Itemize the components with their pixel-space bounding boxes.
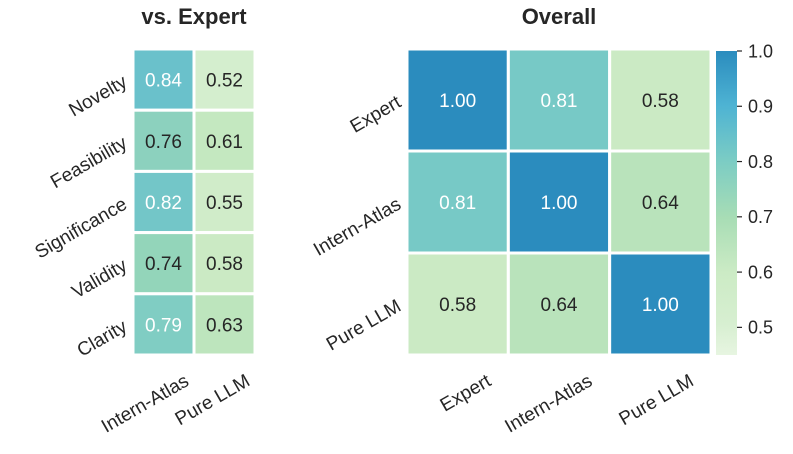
heatmap-cell	[192, 108, 257, 173]
cell-value-label: 0.76	[145, 132, 182, 153]
col-tick-label: Intern-Atlas	[502, 371, 597, 438]
row-tick-label: Pure LLM	[323, 296, 405, 355]
cell-value-label: 0.55	[206, 193, 243, 214]
colorbar-tick-label: 0.9	[748, 97, 773, 117]
cell-value-label: 0.58	[642, 91, 679, 112]
heatmap-cell	[192, 292, 257, 357]
colorbar: 0.5 0.6 0.7 0.8 0.9 1.0	[716, 41, 773, 355]
heatmap-vs-expert: vs. Expert 0.84 0.520.76 0.610.82 0.550.74 0…	[32, 4, 257, 438]
heatmap-cell	[506, 149, 612, 255]
heatmap-cell	[608, 149, 713, 255]
heatmap-cell	[131, 292, 196, 357]
heatmap-cell	[506, 251, 612, 357]
row-tick-label: Clarity	[74, 316, 132, 361]
heatmap-overall: Overall 1.00 0.81 0.58 0.81 1.00 0.64 0.58 0.64…	[310, 4, 713, 437]
cell-value-label: 0.81	[541, 91, 578, 112]
colorbar-tick-label: 1.0	[748, 41, 773, 61]
cell-value-label: 1.00	[541, 193, 578, 214]
cell-value-label: 0.74	[145, 254, 182, 275]
row-tick-label: Significance	[32, 194, 131, 263]
left-cells: 0.84 0.52 0.76 0.61 0.82 0.55 0.74 0.58 0.79 0.63	[131, 47, 257, 357]
heatmap-cell	[608, 251, 713, 357]
cell-value-label: 0.82	[145, 193, 182, 214]
col-tick-label: Intern-Atlas	[98, 371, 193, 438]
colorbar-ticks: 0.5 0.6 0.7 0.8 0.9 1.0	[737, 41, 773, 338]
heatmap-cell	[192, 231, 257, 296]
heatmap-cell	[405, 251, 510, 357]
right-col-labels: Expert Intern-Atlas Pure LLM	[437, 370, 698, 437]
cell-value-label: 0.64	[642, 193, 679, 214]
cell-value-label: 0.61	[206, 132, 243, 153]
cell-value-label: 1.00	[642, 295, 679, 316]
right-cells: 1.00 0.81 0.58 0.81 1.00 0.64 0.58 0.64 1.00	[405, 47, 713, 357]
colorbar-gradient	[716, 51, 737, 355]
cell-value-label: 1.00	[439, 91, 476, 112]
title-overall: Overall	[522, 4, 597, 29]
colorbar-tick-label: 0.5	[748, 318, 773, 338]
cell-value-label: 0.79	[145, 315, 182, 336]
row-tick-label: Validity	[68, 255, 131, 303]
col-tick-label: Pure LLM	[616, 371, 698, 430]
title-vs-expert: vs. Expert	[141, 4, 247, 29]
cell-value-label: 0.58	[439, 295, 476, 316]
cell-value-label: 0.63	[206, 315, 243, 336]
cell-value-label: 0.64	[541, 295, 578, 316]
row-tick-label: Expert	[347, 92, 406, 138]
cell-value-label: 0.58	[206, 254, 243, 275]
col-tick-label: Expert	[437, 370, 496, 416]
colorbar-tick-label: 0.7	[748, 207, 773, 227]
cell-value-label: 0.81	[439, 193, 476, 214]
cell-value-label: 0.84	[145, 71, 182, 92]
right-row-labels: Expert Intern-Atlas Pure LLM	[310, 92, 405, 356]
heatmap-cell	[405, 149, 510, 255]
row-tick-label: Intern-Atlas	[310, 194, 405, 261]
heatmap-cell	[608, 47, 713, 153]
colorbar-tick-label: 0.8	[748, 152, 773, 172]
heatmap-cell	[506, 47, 612, 153]
colorbar-tick-label: 0.6	[748, 262, 773, 282]
cell-value-label: 0.52	[206, 71, 243, 92]
row-tick-label: Novelty	[65, 71, 131, 121]
row-tick-label: Feasibility	[47, 132, 131, 193]
heatmap-cell	[192, 169, 257, 235]
